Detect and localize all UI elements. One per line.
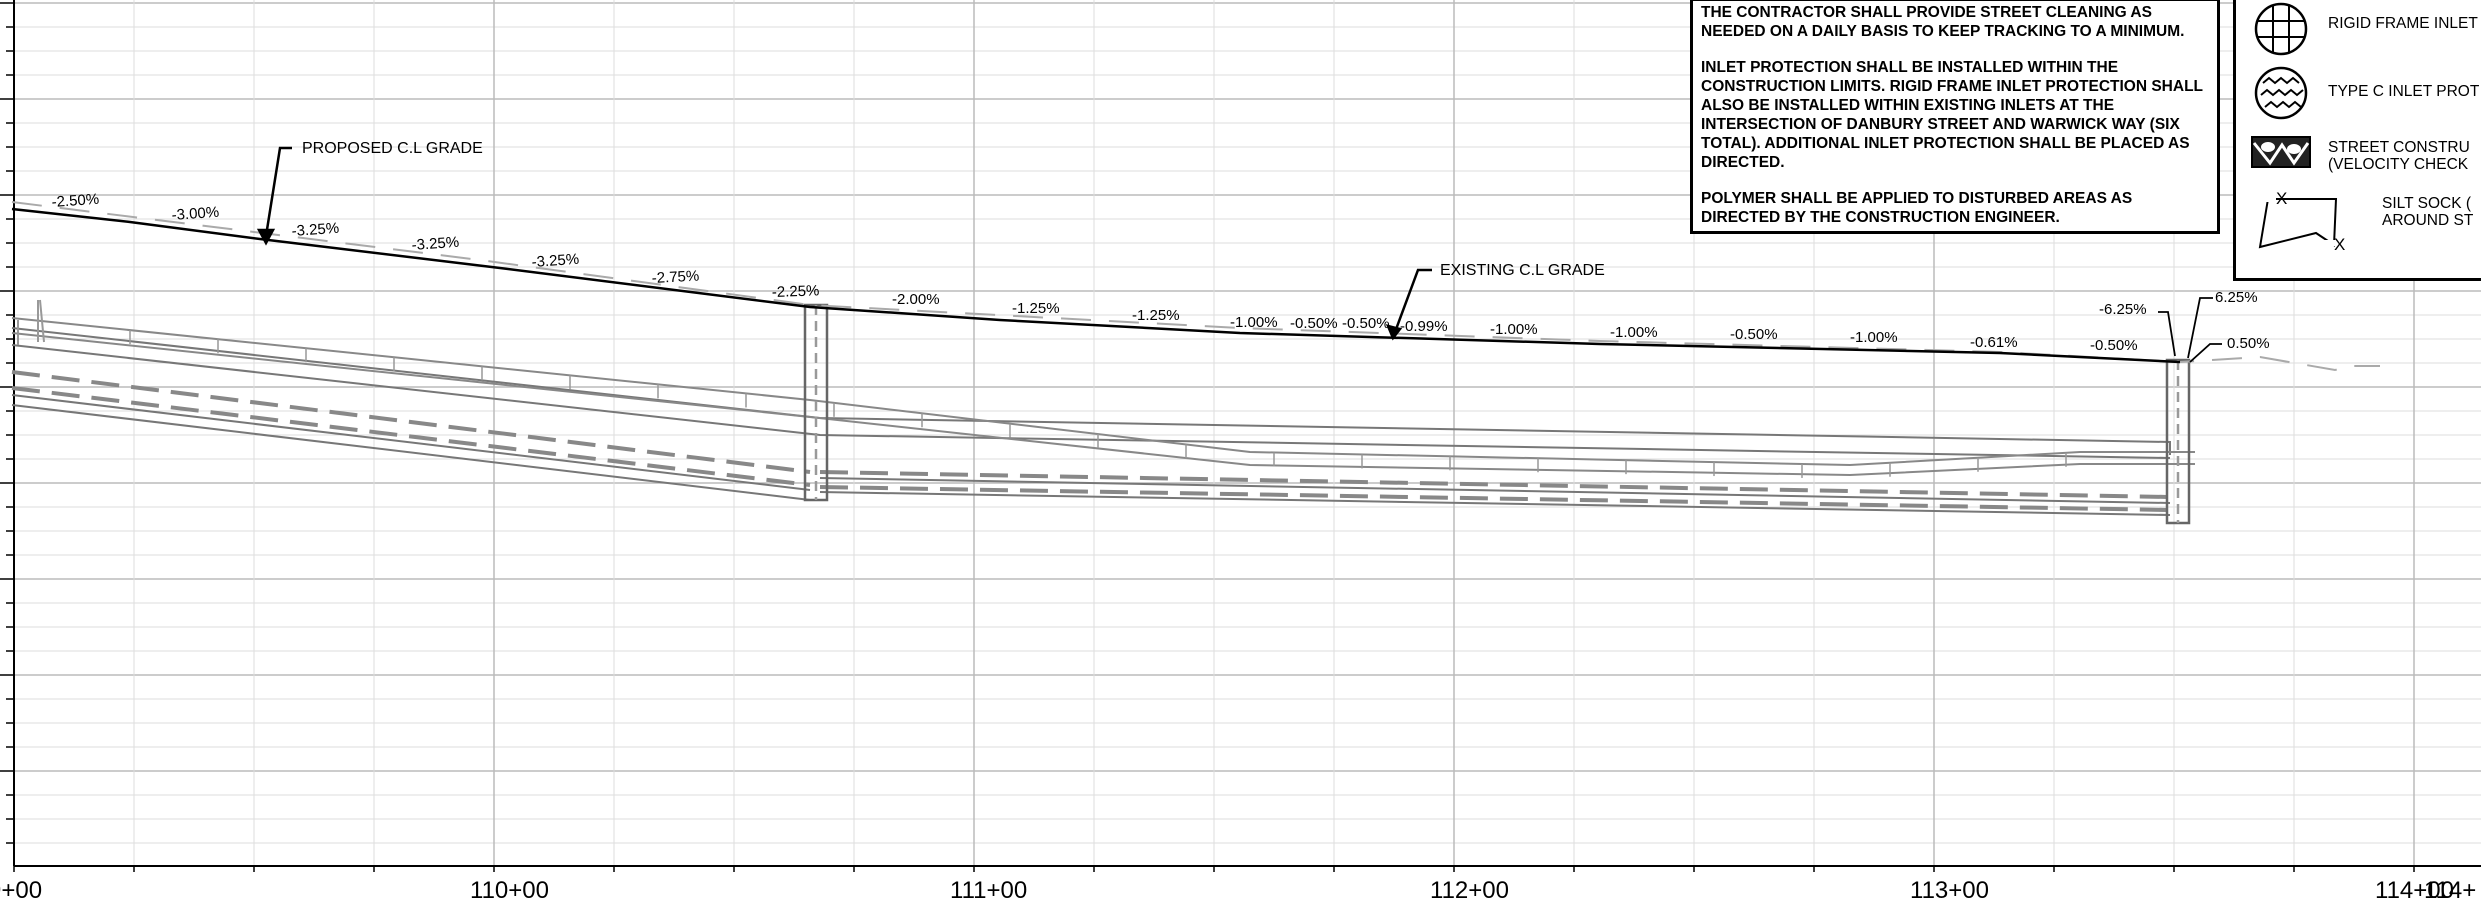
grade-percent-label: -3.25% [411,234,460,254]
grade-percent-label: -2.75% [651,268,699,287]
grade-percent-label: -1.00% [1490,321,1538,338]
silt-sock-mark: X [2334,235,2346,254]
note-inlet-protection: INLET PROTECTION SHALL BE INSTALLED WITH… [1701,59,2204,171]
general-notes: THE CONTRACTOR SHALL PROVIDE STREET CLEA… [1690,0,2220,234]
station-label: 114+00 [2375,877,2454,904]
type-c-inlet-icon [2254,66,2308,120]
proposed-grade-leader [256,146,292,246]
proposed-grade-label: PROPOSED C.L GRADE [302,140,483,157]
existing-grade-leader [1385,268,1432,341]
station-label: 110+00 [470,877,549,904]
legend-street-construction-label: STREET CONSTRU (VELOCITY CHECK [2328,139,2470,173]
station-label: 112+00 [1430,877,1509,904]
inlet-structure [2165,358,2191,525]
grade-percent-label: -0.61% [1970,334,2018,351]
grade-percent-label: -6.25% [2099,301,2147,318]
grade-percent-label: -0.50% [1290,315,1338,332]
grade-percent-labels: -2.50% -3.00% -3.25% -3.25% -3.25% -2.75% -2.2… [51,191,2269,354]
note-polymer: POLYMER SHALL BE APPLIED TO DISTURBED AR… [1701,190,2133,226]
grade-percent-label: -2.50% [51,191,100,211]
fire-hydrant [17,299,45,345]
grade-percent-label: -3.25% [531,251,580,271]
silt-sock-mark: X [2276,189,2288,208]
silt-sock-icon [2258,196,2340,249]
grade-percent-label: -1.25% [1012,300,1060,317]
grade-percent-label: -1.00% [1850,329,1898,346]
grade-leader-small [2158,297,2222,363]
grade-percent-label: -3.00% [171,204,220,224]
water-main-joints [129,330,2067,478]
grade-percent-label: -0.50% [2090,337,2138,354]
left-axis-ticks [0,2,2415,872]
inlet-structure [803,303,829,502]
station-label: 113+00 [1910,877,1989,904]
station-label: 9+00 [0,877,42,904]
existing-grade-label: EXISTING C.L GRADE [1440,262,1605,279]
grade-percent-label: -0.99% [1400,318,1448,335]
grade-percent-label: -0.50% [1730,326,1778,343]
grade-percent-label: 6.25% [2215,289,2258,306]
grade-percent-label: -2.00% [892,291,940,308]
grade-percent-label: -2.25% [772,282,820,301]
grade-percent-label: 0.50% [2227,335,2270,352]
legend-silt-sock-label: SILT SOCK ( AROUND ST [2382,195,2474,229]
rigid-frame-inlet-icon [2254,2,2308,56]
note-street-cleaning: THE CONTRACTOR SHALL PROVIDE STREET CLEA… [1701,4,2185,40]
legend: RIGID FRAME INLET TYPE C INLET PROT STRE… [2233,0,2481,281]
grade-percent-label: -0.50% [1342,315,1390,332]
legend-rigid-frame-label: RIGID FRAME INLET [2328,15,2478,32]
profile-grid [13,0,2481,867]
legend-type-c-label: TYPE C INLET PROT [2328,83,2480,100]
grade-percent-label: -1.00% [1230,314,1278,331]
storm-sewer-pipe [11,327,2171,516]
grade-percent-label: -1.00% [1610,324,1658,341]
grade-percent-label: -1.25% [1132,307,1180,324]
proposed-grade-line [11,207,2181,364]
station-label: 114+ [2424,877,2476,904]
water-main [11,317,2195,477]
street-construction-icon [2251,136,2311,168]
grade-percent-label: -3.25% [291,220,340,240]
station-label: 111+00 [950,877,1027,904]
